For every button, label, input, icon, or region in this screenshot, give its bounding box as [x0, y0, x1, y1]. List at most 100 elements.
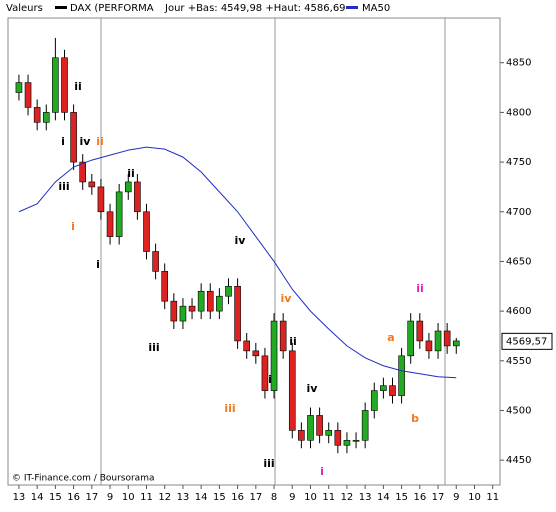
candle-body — [434, 330, 442, 352]
candle-body — [298, 430, 305, 441]
candle-body — [170, 300, 178, 322]
y-tick-label: 4850 — [506, 58, 531, 69]
x-tick-label: 11 — [486, 492, 499, 503]
candle-body — [443, 330, 451, 347]
candle-body — [106, 211, 114, 237]
wave-label: ii — [289, 335, 297, 348]
candle-body — [52, 57, 59, 113]
x-tick-label: 11 — [140, 492, 153, 503]
y-tick-label: 4700 — [506, 207, 531, 218]
x-tick-label: 10 — [304, 492, 317, 503]
candle-body — [307, 415, 314, 441]
x-tick-label: 13 — [359, 492, 372, 503]
legend-swatch — [346, 6, 358, 9]
candle-body — [370, 390, 378, 411]
y-tick-label: 4650 — [506, 256, 531, 267]
candle-body — [97, 186, 105, 213]
wave-label: ii — [127, 167, 135, 180]
candle-body — [361, 410, 369, 441]
y-tick-label: 4500 — [506, 405, 531, 416]
candle-body — [425, 340, 433, 352]
x-tick-label: 10 — [468, 492, 481, 503]
wave-label: iv — [80, 135, 92, 148]
candle-body — [42, 112, 50, 123]
candle-body — [380, 385, 387, 391]
candle-body — [70, 112, 77, 163]
candle-body — [79, 161, 87, 183]
y-tick-label: 4800 — [506, 107, 531, 118]
x-tick-label: 10 — [122, 492, 135, 503]
x-tick-label: 12 — [158, 492, 171, 503]
candle-body — [161, 271, 169, 302]
candle-body — [143, 211, 150, 252]
x-tick-label: 15 — [395, 492, 408, 503]
candle-body — [197, 290, 205, 312]
candle-body — [206, 290, 214, 312]
legend-series: DAX (PERFORMA — [70, 3, 154, 14]
x-tick-label: 12 — [341, 492, 354, 503]
x-tick-label: 14 — [195, 492, 208, 503]
wave-label: iii — [148, 341, 159, 354]
wave-label: i — [96, 258, 100, 271]
last-price-label: 4569,57 — [506, 336, 547, 347]
candle-body — [407, 320, 415, 357]
wave-label: iii — [263, 457, 274, 470]
wave-label: ii — [74, 80, 82, 93]
candle-body — [261, 355, 269, 391]
candle-body — [216, 295, 223, 312]
candle-body — [24, 82, 32, 108]
x-tick-label: 17 — [249, 492, 262, 503]
x-tick-label: 17 — [432, 492, 445, 503]
candle-body — [389, 385, 396, 396]
wave-label: a — [387, 331, 394, 344]
wave-label: iii — [58, 180, 69, 193]
candle-body — [225, 285, 232, 297]
y-tick-label: 4750 — [506, 157, 531, 168]
x-tick-label: 9 — [453, 492, 459, 503]
candle-body — [124, 181, 132, 193]
candle-body — [325, 430, 333, 436]
legend-ma: MA50 — [362, 3, 390, 14]
candle-body — [343, 439, 351, 446]
x-tick-label: 16 — [231, 492, 244, 503]
candle-body — [398, 355, 405, 396]
x-tick-label: 9 — [289, 492, 295, 503]
legend-label: Valeurs — [6, 3, 43, 14]
candle-body — [61, 57, 68, 113]
candle-body — [188, 305, 196, 312]
x-tick-label: 8 — [271, 492, 277, 503]
wave-label: ii — [96, 135, 104, 148]
x-tick-label: 16 — [413, 492, 426, 503]
wave-label: i — [71, 220, 75, 233]
candle-body — [288, 350, 296, 431]
y-tick-label: 4550 — [506, 356, 531, 367]
candle-body — [252, 350, 260, 357]
day-info: Jour +Bas: 4549,98 +Haut: 4586,69 — [164, 3, 346, 14]
candle-body — [243, 340, 251, 352]
candle-body — [15, 82, 23, 93]
candle-body — [179, 305, 187, 322]
x-tick-label: 16 — [67, 492, 80, 503]
x-tick-label: 14 — [31, 492, 44, 503]
candle-body — [152, 251, 159, 272]
wave-label: iv — [281, 292, 293, 305]
source: © IT-Finance.com / Boursorama — [12, 474, 154, 484]
candle-body — [279, 320, 287, 352]
wave-label: iii — [224, 402, 235, 415]
wave-label: i — [320, 465, 324, 478]
wave-label: ii — [416, 282, 424, 295]
wave-label: iv — [235, 234, 247, 247]
x-tick-label: 15 — [213, 492, 226, 503]
candle-body — [234, 285, 241, 342]
candle-body — [270, 320, 278, 391]
y-tick-label: 4600 — [506, 306, 531, 317]
candle-body — [452, 340, 460, 347]
candle-body — [334, 430, 342, 446]
y-tick-label: 4450 — [506, 455, 531, 466]
candle-body — [33, 107, 41, 123]
wave-label: b — [411, 412, 419, 425]
x-tick-label: 11 — [322, 492, 335, 503]
legend-swatch — [55, 6, 67, 9]
ma-line — [18, 146, 457, 379]
